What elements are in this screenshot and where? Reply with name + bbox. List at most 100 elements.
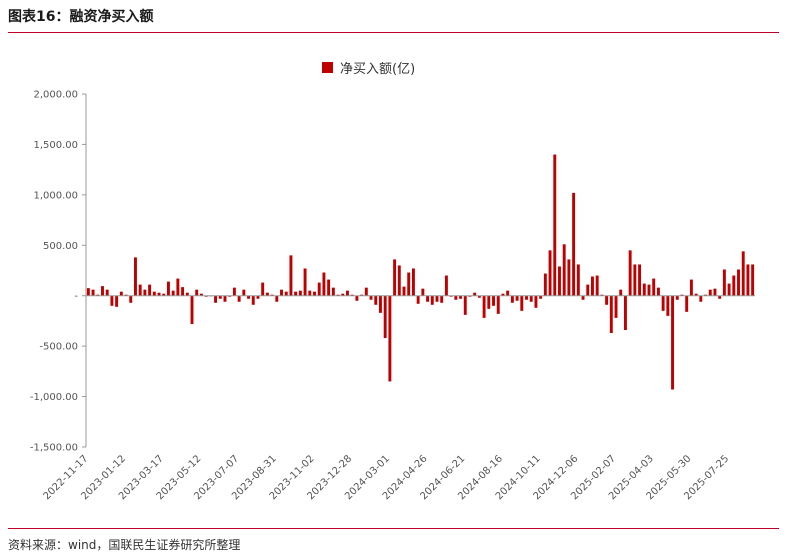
title-rule — [8, 32, 779, 33]
bar — [214, 295, 218, 303]
y-axis: -1,500.00-1,000.00-500.00-500.001,000.00… — [30, 90, 87, 454]
source-note: 资料来源：wind，国联民生证券研究所整理 — [8, 538, 241, 552]
bar — [614, 295, 618, 318]
bar — [722, 269, 726, 296]
bar — [718, 295, 722, 299]
bar — [463, 295, 467, 315]
bar — [331, 287, 335, 296]
bar — [708, 289, 712, 296]
bar — [355, 295, 359, 301]
bar — [421, 288, 425, 296]
bar — [110, 295, 114, 306]
bar — [298, 290, 302, 296]
bar — [322, 272, 326, 296]
bar — [256, 295, 260, 299]
bar — [647, 284, 651, 296]
bar — [444, 275, 448, 296]
bar — [473, 292, 477, 296]
bar — [317, 282, 321, 296]
chart-legend: 净买入额(亿) — [322, 62, 415, 77]
bar — [190, 295, 194, 324]
bar — [727, 283, 731, 296]
bar — [383, 295, 387, 339]
bar — [685, 295, 689, 312]
bar — [313, 291, 316, 296]
bar — [642, 283, 646, 296]
y-tick-label: -500.00 — [39, 342, 78, 353]
bar — [440, 295, 444, 303]
bar — [482, 295, 486, 318]
bar — [294, 291, 298, 296]
bar — [496, 295, 500, 314]
bar — [435, 295, 439, 302]
bar — [284, 291, 288, 296]
bar — [105, 289, 109, 296]
bar — [619, 289, 623, 296]
bar — [341, 293, 345, 296]
bar — [459, 295, 463, 299]
bar — [520, 295, 524, 311]
bar — [204, 295, 208, 297]
bar — [605, 295, 609, 305]
bar — [261, 282, 265, 296]
bar — [671, 295, 675, 390]
bar — [539, 295, 543, 299]
bar — [152, 291, 156, 296]
y-tick-label: -1,500.00 — [30, 443, 78, 454]
bar — [529, 295, 533, 302]
bar — [416, 295, 420, 304]
bar — [666, 295, 670, 316]
bar — [218, 295, 222, 299]
bar — [492, 295, 495, 306]
bar — [454, 295, 458, 300]
bar — [232, 287, 236, 296]
bar — [567, 259, 571, 296]
bar — [115, 295, 119, 307]
bar — [501, 293, 505, 296]
bar — [134, 257, 137, 296]
bar — [407, 272, 411, 296]
bar — [595, 275, 599, 296]
bar — [388, 295, 392, 382]
bar — [576, 264, 580, 296]
bar — [713, 288, 717, 296]
bar — [303, 268, 307, 296]
bar — [265, 292, 269, 296]
bar — [280, 289, 283, 296]
bar — [746, 264, 750, 296]
bar — [430, 295, 434, 305]
bar — [623, 295, 627, 330]
bar — [633, 264, 637, 296]
bar — [534, 295, 538, 308]
bar — [515, 295, 519, 301]
bar — [289, 255, 293, 296]
bar — [242, 289, 246, 296]
source-rule — [8, 528, 779, 529]
bar — [737, 269, 740, 296]
bar — [129, 295, 133, 303]
bar — [572, 192, 576, 296]
bar — [699, 295, 703, 302]
bar — [586, 284, 590, 296]
bar — [195, 289, 199, 296]
bar — [477, 295, 481, 298]
bar — [138, 284, 142, 296]
bar — [525, 295, 528, 300]
bar — [609, 295, 613, 334]
y-tick-label: 1,500.00 — [33, 140, 78, 151]
bar — [487, 295, 491, 309]
bar — [638, 264, 642, 296]
bar — [327, 279, 331, 296]
bar — [237, 295, 241, 302]
bar — [661, 295, 665, 311]
bar — [185, 292, 189, 296]
x-axis: 2022-11-172023-01-122023-03-172023-05-12… — [42, 295, 755, 502]
bar — [86, 288, 90, 296]
bar — [308, 290, 312, 296]
bar — [397, 265, 401, 296]
bar — [402, 286, 406, 296]
bar — [449, 295, 453, 297]
bar — [656, 287, 660, 296]
bar — [411, 268, 415, 296]
bar — [374, 295, 378, 305]
